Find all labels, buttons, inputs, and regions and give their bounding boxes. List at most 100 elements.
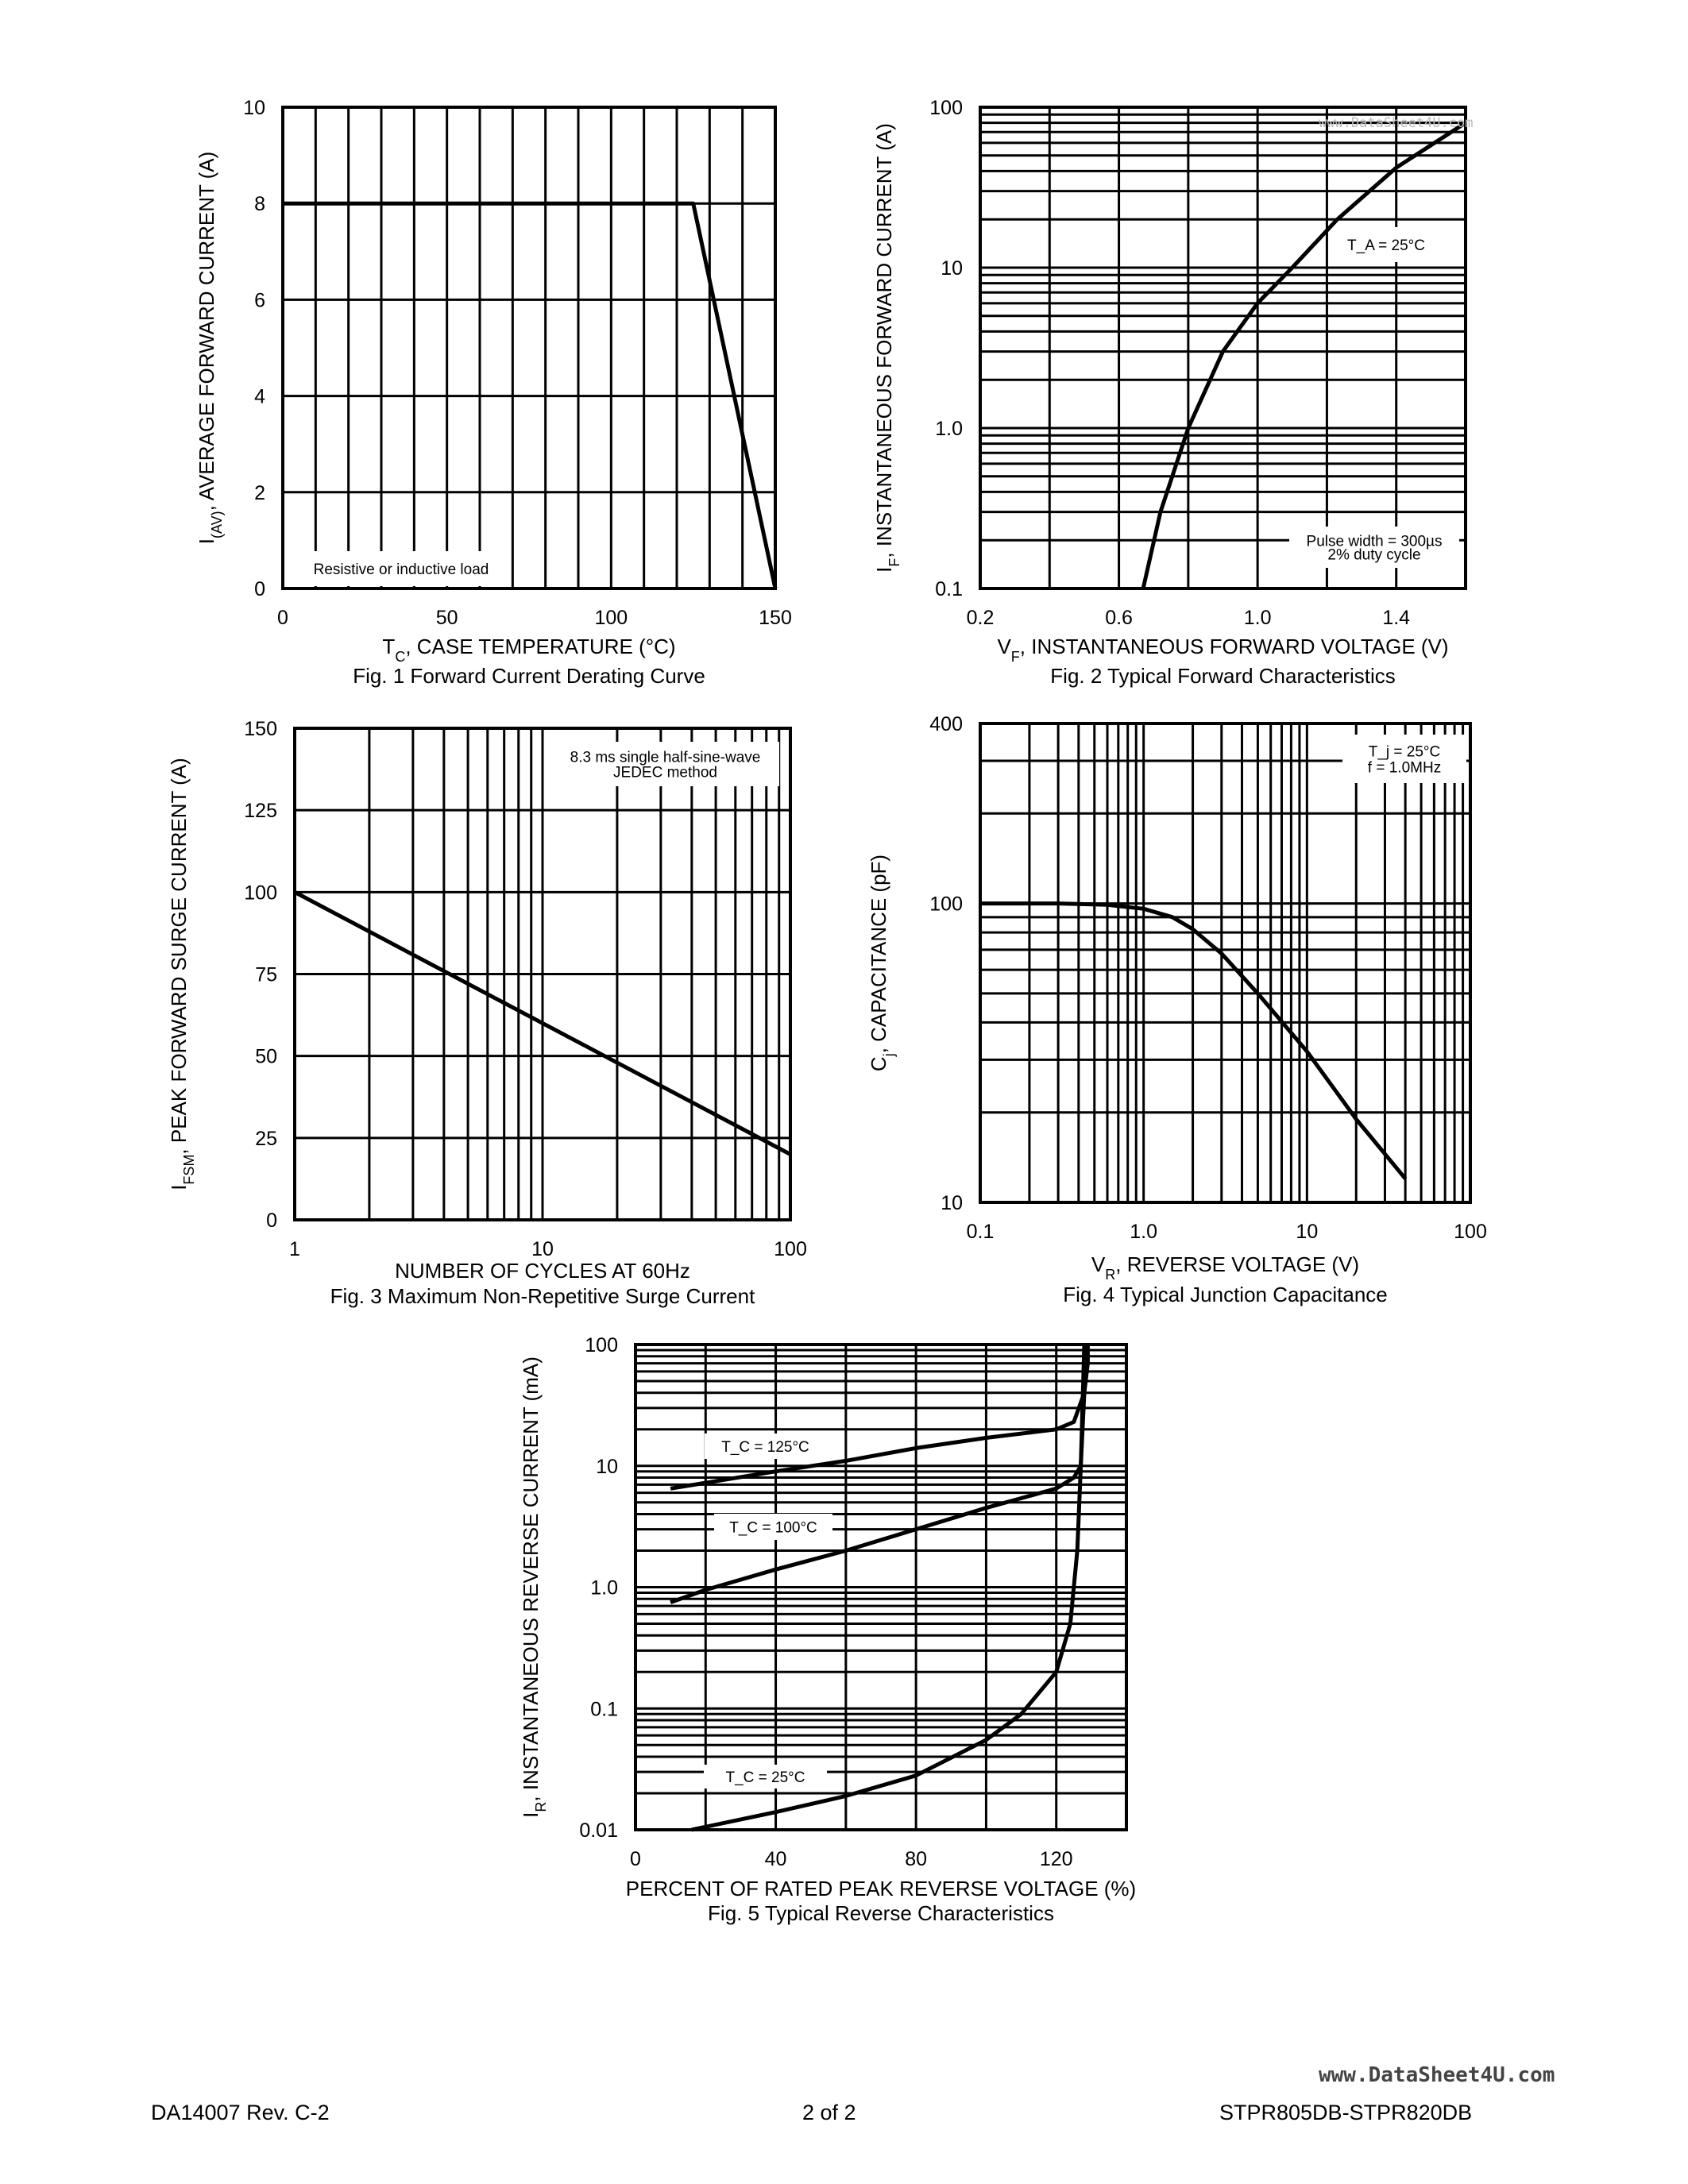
x-tick-label: 0 <box>630 1848 641 1870</box>
x-axis-title-rest: , REVERSE VOLTAGE (V) <box>1115 1252 1359 1276</box>
y-axis-title: IF, INSTANTANEOUS FORWARD CURRENT (A) <box>872 123 902 573</box>
x-axis-title-base: V <box>997 635 1011 658</box>
y-tick-label: 0 <box>266 1210 277 1232</box>
footer-part-number: STPR805DB-STPR820DB <box>1219 2101 1473 2124</box>
y-axis-title: I(AV), AVERAGE FORWARD CURRENT (A) <box>195 152 225 545</box>
annotation-box <box>714 1514 832 1540</box>
x-axis-title-base: NUMBER OF CYCLES AT 60Hz <box>395 1259 690 1283</box>
annotation-text: 8.3 ms single half-sine-wave <box>570 750 761 766</box>
x-axis-title: NUMBER OF CYCLES AT 60Hz <box>395 1259 690 1283</box>
y-axis-title-rest: , PEAK FORWARD SURGE CURRENT (A) <box>167 758 191 1154</box>
plot-frame <box>979 106 1467 590</box>
series-line-1 <box>283 201 778 589</box>
x-axis-title-sub: R <box>1105 1267 1115 1283</box>
series-line-2 <box>670 1392 1087 1604</box>
x-axis-title: VR, REVERSE VOLTAGE (V) <box>1091 1252 1359 1283</box>
x-tick-label: 1.4 <box>1382 607 1410 629</box>
annotation-text: 2% duty cycle <box>1327 547 1420 564</box>
y-tick-label: 0.1 <box>935 578 963 600</box>
annotation-text: T_C = 25°C <box>725 1769 805 1786</box>
y-axis-title: IR, INSTANTANEOUS REVERSE CURRENT (mA) <box>519 1356 549 1818</box>
annotation-box <box>1328 227 1444 262</box>
x-axis-title-base: PERCENT OF RATED PEAK REVERSE VOLTAGE (%… <box>626 1877 1136 1900</box>
y-tick-label: 10 <box>941 257 963 280</box>
y-tick-label: 8 <box>254 193 265 215</box>
y-tick-label: 400 <box>929 713 963 735</box>
annotation-text: T_j = 25°C <box>1369 743 1441 760</box>
annotation-box <box>1289 527 1459 568</box>
y-tick-label: 10 <box>243 97 265 119</box>
annotation-text: f = 1.0MHz <box>1368 760 1441 777</box>
x-tick-label: 10 <box>1296 1221 1318 1243</box>
y-tick-label: 0.1 <box>590 1698 618 1720</box>
x-tick-label: 150 <box>759 607 792 629</box>
annotation-box <box>292 551 510 586</box>
y-tick-label: 100 <box>244 882 277 904</box>
y-tick-label: 100 <box>929 893 963 916</box>
y-tick-label: 4 <box>254 386 265 408</box>
series-line-1 <box>980 901 1408 1180</box>
chart-3: 1 10 100 0 25 50 75 100 125 150 NUMBER OF CYCLES A… <box>167 718 807 1308</box>
watermark-footer: www.DataSheet4U.com <box>1319 2063 1555 2087</box>
x-axis-title: TC, CASE TEMPERATURE (°C) <box>382 635 675 665</box>
x-tick-label: 40 <box>765 1848 787 1870</box>
annotation-box <box>551 742 779 786</box>
annotation-text: T_C = 125°C <box>721 1439 809 1456</box>
y-tick-label: 100 <box>585 1334 618 1356</box>
y-tick-label: 75 <box>255 964 277 986</box>
annotation-text: T_A = 25°C <box>1347 237 1425 254</box>
x-axis-title-base: V <box>1091 1252 1106 1276</box>
y-axis-title-base: I <box>872 567 896 573</box>
y-axis-title-sub: j <box>881 1053 897 1057</box>
x-tick-label: 0.6 <box>1105 607 1133 629</box>
y-tick-label: 0 <box>254 578 265 600</box>
y-axis-title-rest: , INSTANTANEOUS REVERSE CURRENT (mA) <box>519 1356 543 1802</box>
series-line-1 <box>1141 121 1467 589</box>
x-axis-title-sub: C <box>395 649 405 665</box>
y-tick-label: 125 <box>244 800 277 822</box>
y-tick-label: 100 <box>929 97 963 119</box>
x-tick-label: 0.2 <box>967 607 995 629</box>
chart-1: 0 50 100 150 0 2 4 6 8 10 TC, CASE TEMPERATURE (°C… <box>195 97 792 688</box>
y-axis-title: IFSM, PEAK FORWARD SURGE CURRENT (A) <box>167 758 197 1190</box>
x-tick-label: 1.0 <box>1244 607 1272 629</box>
y-axis-title-sub: (AV) <box>209 511 225 538</box>
figure-caption: Fig. 3 Maximum Non-Repetitive Surge Curr… <box>330 1284 755 1308</box>
figure-caption: Fig. 5 Typical Reverse Characteristics <box>708 1901 1054 1925</box>
y-tick-label: 10 <box>596 1456 618 1478</box>
annotation-text: JEDEC method <box>613 764 717 781</box>
x-tick-label: 50 <box>436 607 458 629</box>
y-tick-label: 150 <box>244 718 277 740</box>
x-tick-label: 100 <box>594 607 628 629</box>
x-axis-title-rest: , INSTANTANEOUS FORWARD VOLTAGE (V) <box>1020 635 1449 658</box>
series-line-1 <box>670 1345 1090 1491</box>
chart-5: 0 40 80 120 0.01 0.1 1.0 10 100 PERCENT OF RATED … <box>519 1334 1136 1925</box>
y-axis-title-rest: , INSTANTANEOUS FORWARD CURRENT (A) <box>872 123 896 558</box>
footer-doc-id: DA14007 Rev. C-2 <box>151 2101 330 2124</box>
x-tick-label: 0 <box>277 607 288 629</box>
y-tick-label: 6 <box>254 289 265 311</box>
y-tick-label: 1.0 <box>590 1577 618 1599</box>
y-tick-label: 25 <box>255 1128 277 1150</box>
y-axis-title: Cj, CAPACITANCE (pF) <box>867 855 897 1071</box>
x-axis-title-rest: , CASE TEMPERATURE (°C) <box>405 635 675 658</box>
x-tick-label: 120 <box>1040 1848 1073 1870</box>
figure-caption: Fig. 2 Typical Forward Characteristics <box>1050 664 1395 688</box>
footer-page-number: 2 of 2 <box>802 2101 856 2124</box>
x-tick-label: 1 <box>289 1238 300 1260</box>
plot-frame <box>979 722 1472 1204</box>
y-axis-title-base: I <box>167 1185 191 1190</box>
x-tick-label: 100 <box>1454 1221 1487 1243</box>
annotation-box <box>1342 735 1466 783</box>
figure-caption: Fig. 4 Typical Junction Capacitance <box>1063 1283 1388 1306</box>
series-line-1 <box>293 890 792 1156</box>
y-axis-title-base: C <box>867 1056 890 1071</box>
annotation-text: Pulse width = 300µs <box>1307 533 1443 550</box>
plot-frame <box>634 1343 1128 1831</box>
x-tick-label: 1.0 <box>1130 1221 1157 1243</box>
y-axis-title-rest: , CAPACITANCE (pF) <box>867 855 890 1053</box>
watermark-chart: www.DataSheet4U.com <box>1319 115 1474 131</box>
y-axis-title-sub: R <box>533 1802 549 1812</box>
